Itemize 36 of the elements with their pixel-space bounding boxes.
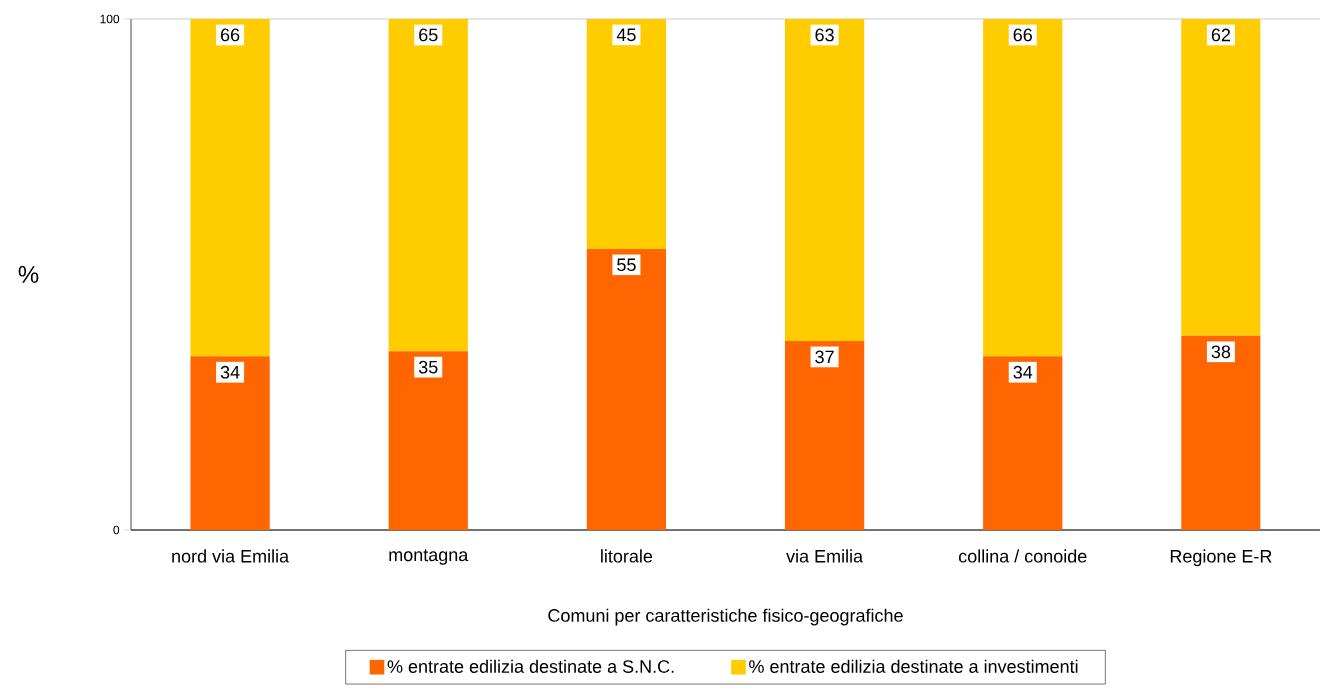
data-label: 34 [1013,365,1033,379]
x-tick-label: Regione E-R [1170,549,1272,567]
bar [388,351,468,530]
x-tick-label: via Emilia [786,549,864,563]
data-label: 45 [616,28,636,42]
bar [586,19,667,249]
data-label: 55 [617,258,636,272]
data-label: 35 [418,360,438,374]
bar [1181,19,1261,336]
bar [586,248,667,530]
x-tick-label: collina / conoide [958,549,1087,563]
bar [983,19,1063,357]
x-tick-label: nord via Emilia [172,549,290,563]
data-label: 34 [220,365,240,379]
data-label: 62 [1211,28,1231,42]
bar [983,356,1063,530]
bar [388,19,468,352]
data-label: 65 [419,28,438,42]
data-label: 66 [220,28,240,42]
y-tick-label: 0 [113,525,120,535]
bar [784,19,865,341]
data-label: 66 [1013,28,1032,42]
x-axis-title: Comuni per caratteristiche fisico-geografiche [548,608,903,626]
legend-label: % entrate edilizia destinate a investimenti [749,659,1078,673]
y-tick-label: 100 [100,14,120,24]
bar [190,356,270,530]
legend-label: % entrate edilizia destinate a S.N.C. [387,659,674,673]
x-tick-label: litorale [601,549,653,563]
data-label: 63 [815,28,834,42]
y-axis-title: % [18,266,39,283]
bar [190,19,270,357]
data-label: 37 [815,350,834,364]
x-tick-label: montagna [389,549,469,565]
data-label: 38 [1211,345,1231,359]
bar [1181,335,1261,530]
bar [784,340,865,530]
